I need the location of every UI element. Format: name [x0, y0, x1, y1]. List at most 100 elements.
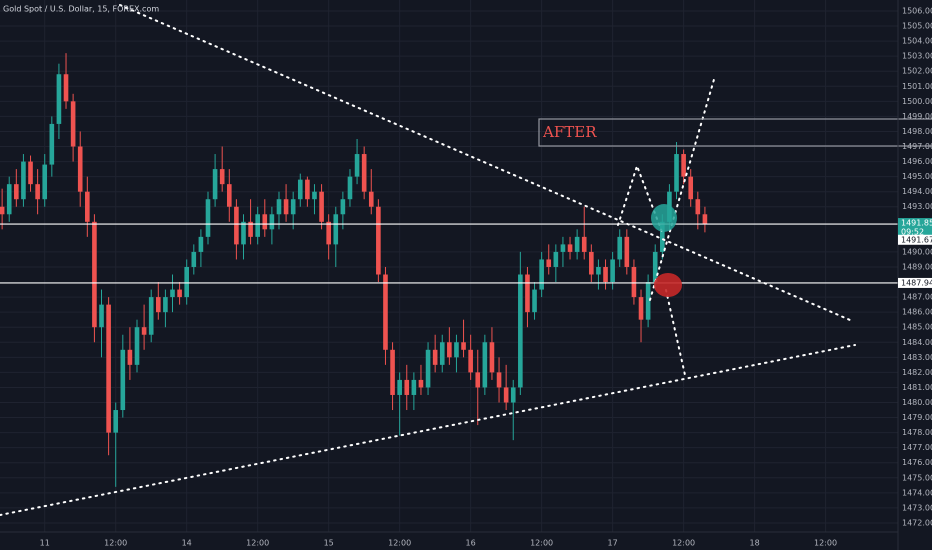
candle-body — [148, 297, 154, 335]
candle-body — [695, 199, 701, 215]
trend-line — [0, 344, 856, 516]
y-tick-label: 1502.00 — [902, 67, 932, 76]
candle-body — [468, 349, 473, 373]
candle-body — [532, 289, 537, 313]
candle-body — [404, 379, 410, 395]
candle-body — [631, 266, 637, 298]
candle-body — [681, 154, 686, 177]
candle-body — [638, 297, 644, 320]
y-tick-label: 1486.00 — [902, 308, 932, 317]
trend-line — [649, 75, 716, 301]
candle-body — [376, 206, 381, 275]
x-tick-label: 12:00 — [104, 539, 127, 548]
highlight-ellipse — [651, 204, 677, 232]
horizontal-line-label: 1487.94 — [901, 278, 932, 287]
y-tick-label: 1483.00 — [902, 353, 932, 362]
candle-body — [496, 372, 502, 388]
candle-body — [170, 289, 175, 298]
highlight-ellipse — [654, 273, 682, 297]
y-tick-label: 1504.00 — [902, 37, 932, 46]
candle-body — [28, 161, 33, 185]
candle-body — [326, 221, 331, 245]
candle-body — [276, 199, 282, 215]
candle-body — [226, 184, 232, 207]
candle-body — [248, 221, 253, 237]
candle-body — [77, 146, 83, 192]
candle-body — [383, 274, 388, 350]
y-tick-label: 1484.00 — [902, 338, 932, 347]
candle-body — [290, 199, 296, 215]
candle-body — [411, 379, 417, 395]
y-tick-label: 1499.00 — [902, 112, 932, 121]
candle-body — [191, 251, 197, 267]
candle-body — [503, 387, 509, 403]
candle-body — [120, 349, 126, 411]
candle-body — [581, 236, 587, 252]
y-tick-label: 1478.00 — [902, 428, 932, 437]
candle-body — [510, 387, 516, 403]
candle-body — [283, 199, 289, 215]
x-tick-label: 14 — [182, 539, 192, 548]
candle-body — [439, 342, 445, 365]
candle-body — [489, 342, 495, 373]
candle-body — [212, 169, 218, 200]
trend-line — [119, 4, 851, 321]
candle-body — [425, 349, 431, 388]
candle-body — [340, 199, 346, 215]
candle-body — [461, 342, 466, 350]
candle-body — [539, 259, 544, 290]
candle-body — [596, 266, 601, 275]
candle-body — [645, 282, 651, 320]
candle-body — [454, 342, 459, 358]
x-tick-label: 12:00 — [672, 539, 695, 548]
candle-body — [674, 154, 679, 192]
y-tick-label: 1481.00 — [902, 383, 932, 392]
candle-body — [518, 274, 523, 388]
candle-body — [70, 101, 76, 147]
bid-price-box — [898, 234, 932, 245]
y-tick-label: 1480.00 — [902, 398, 932, 407]
y-tick-label: 1495.00 — [902, 172, 932, 181]
y-tick-label: 1473.00 — [902, 503, 932, 512]
trend-line — [665, 289, 686, 376]
candle-body — [347, 176, 353, 200]
y-tick-label: 1490.00 — [902, 247, 932, 256]
candle-body — [297, 179, 303, 200]
y-tick-label: 1482.00 — [902, 368, 932, 377]
candle-body — [354, 154, 360, 177]
candle-body — [589, 251, 594, 275]
candle-body — [0, 206, 5, 215]
y-tick-label: 1498.00 — [902, 127, 932, 136]
candle-body — [141, 327, 147, 335]
candle-body — [219, 169, 225, 185]
y-tick-label: 1475.00 — [902, 473, 932, 482]
y-tick-label: 1474.00 — [902, 488, 932, 497]
candle-body — [397, 379, 402, 395]
candle-body — [390, 349, 395, 395]
y-tick-label: 1485.00 — [902, 323, 932, 332]
candle-body — [113, 410, 119, 433]
last-price-box — [898, 218, 932, 238]
x-tick-label: 16 — [466, 539, 476, 548]
candle-body — [610, 259, 615, 283]
candle-body — [241, 221, 246, 245]
candle-body — [205, 199, 211, 237]
candle-body — [475, 372, 481, 388]
y-tick-label: 1503.00 — [902, 52, 932, 61]
x-tick-label: 17 — [608, 539, 618, 548]
candle-body — [63, 74, 69, 102]
candle-body — [624, 236, 630, 267]
chart-title: Gold Spot / U.S. Dollar, 15, FOREX.com — [3, 5, 159, 14]
candle-body — [567, 244, 573, 252]
y-tick-label: 1476.00 — [902, 458, 932, 467]
y-tick-label: 1497.00 — [902, 142, 932, 151]
candle-body — [361, 154, 367, 192]
candle-body — [163, 297, 168, 313]
candle-body — [56, 74, 62, 124]
countdown-label: 09:52 — [901, 228, 924, 237]
x-tick-label: 12:00 — [530, 539, 553, 548]
candle-body — [312, 191, 317, 200]
candle-body — [14, 184, 19, 200]
candle-body — [106, 304, 111, 433]
